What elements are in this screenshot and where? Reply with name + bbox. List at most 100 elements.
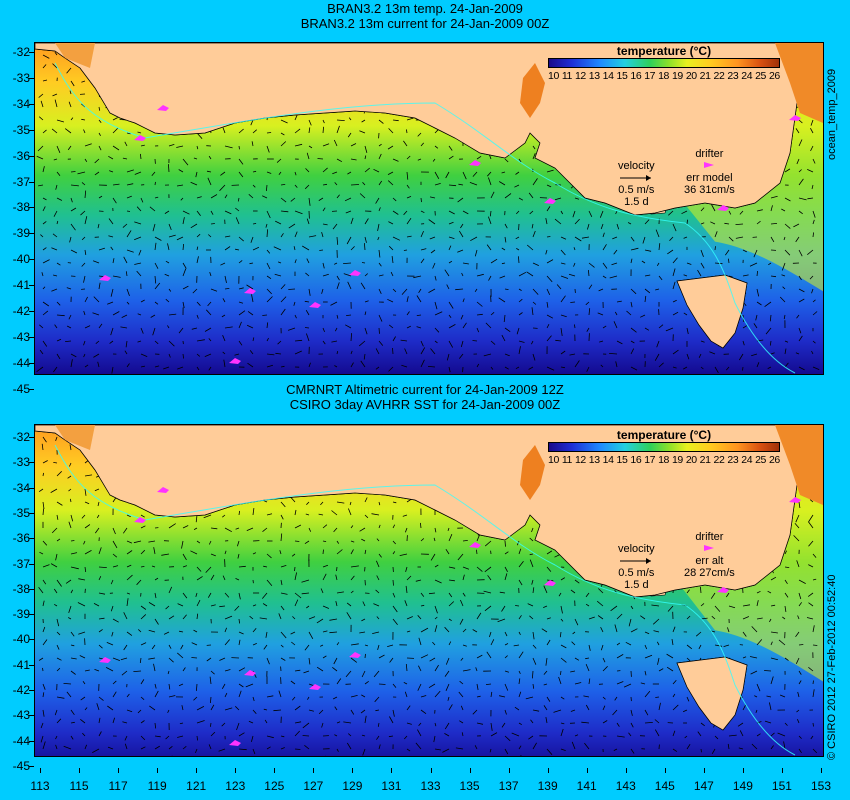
current-arrow <box>126 540 133 544</box>
current-arrow <box>42 564 50 568</box>
current-arrow <box>458 230 464 238</box>
current-arrow <box>797 719 800 724</box>
current-arrow <box>280 514 284 520</box>
current-arrow <box>777 732 786 737</box>
err-label: err model <box>686 172 733 184</box>
current-arrow <box>429 236 436 240</box>
current-arrow <box>781 262 786 271</box>
current-arrow <box>588 308 591 316</box>
map-panel-model <box>34 42 824 375</box>
current-arrow <box>65 579 72 584</box>
current-arrow <box>741 755 742 756</box>
current-arrow <box>616 722 620 727</box>
y-tick-label: -45 <box>12 758 30 773</box>
current-arrow <box>140 679 145 685</box>
current-arrow <box>560 295 566 303</box>
current-arrow <box>770 352 775 355</box>
current-arrow <box>362 748 366 756</box>
current-arrow <box>266 145 270 153</box>
current-arrow <box>487 575 492 581</box>
current-arrow <box>448 704 453 711</box>
drifter-legend: drifter err model 36 31cm/s <box>684 148 735 196</box>
current-arrow <box>252 604 257 607</box>
current-arrow <box>658 668 664 672</box>
current-arrow <box>392 618 398 625</box>
current-arrow <box>585 704 590 711</box>
current-arrow <box>364 155 367 160</box>
current-arrow <box>252 696 255 702</box>
current-arrow <box>681 210 688 215</box>
current-arrow <box>401 288 408 295</box>
current-arrow <box>42 247 47 251</box>
current-arrow <box>378 744 381 750</box>
current-arrow <box>434 275 437 281</box>
current-arrow <box>700 207 705 212</box>
current-arrow <box>280 119 288 124</box>
current-arrow <box>609 353 618 355</box>
current-arrow <box>807 521 814 529</box>
current-arrow <box>81 80 86 83</box>
current-arrow <box>560 644 567 649</box>
current-arrow <box>376 616 380 620</box>
current-arrow <box>210 722 212 727</box>
current-arrow <box>448 236 455 239</box>
current-arrow <box>42 579 47 585</box>
current-arrow <box>672 748 678 752</box>
current-arrow <box>161 553 170 556</box>
current-arrow <box>755 314 758 321</box>
colorbar-tick-label: 20 <box>685 454 697 466</box>
current-arrow <box>434 183 441 186</box>
current-arrow <box>378 524 381 529</box>
colorbar-tick-label: 25 <box>755 454 766 466</box>
current-arrow <box>182 210 190 215</box>
current-arrow <box>305 309 310 316</box>
current-arrow <box>651 604 660 607</box>
current-arrow <box>655 696 660 698</box>
current-arrow <box>448 210 455 215</box>
current-arrow <box>501 171 506 174</box>
current-arrow <box>641 260 646 264</box>
current-arrow <box>252 709 257 715</box>
current-arrow <box>812 722 814 727</box>
current-arrow <box>616 340 623 345</box>
current-arrow <box>518 197 524 201</box>
current-arrow <box>224 194 228 199</box>
current-arrow <box>810 128 814 134</box>
current-arrow <box>206 657 212 662</box>
current-arrow <box>288 223 296 229</box>
current-arrow <box>378 153 382 160</box>
current-arrow <box>182 217 185 225</box>
current-arrow <box>574 682 582 685</box>
current-arrow <box>541 628 548 633</box>
current-arrow <box>224 275 227 283</box>
current-arrow <box>81 118 86 121</box>
current-arrow <box>98 717 101 724</box>
current-arrow <box>112 117 118 121</box>
current-arrow <box>321 231 324 238</box>
x-tick-label: 113 <box>30 779 50 793</box>
current-arrow <box>196 145 199 150</box>
current-arrow <box>812 210 816 218</box>
current-arrow <box>266 249 271 254</box>
current-arrow <box>42 639 48 646</box>
current-arrow <box>572 631 576 635</box>
current-arrow <box>418 288 422 294</box>
current-arrow <box>656 262 660 267</box>
current-arrow <box>794 522 800 529</box>
current-arrow <box>40 100 44 108</box>
current-arrow <box>148 540 156 543</box>
current-arrow <box>349 501 352 506</box>
current-arrow <box>644 288 651 294</box>
current-arrow <box>406 184 410 189</box>
current-arrow <box>611 262 618 266</box>
current-arrow <box>406 498 412 503</box>
current-arrow <box>598 288 604 292</box>
current-arrow <box>474 288 478 293</box>
current-arrow <box>770 576 777 581</box>
current-arrow <box>150 314 156 318</box>
current-arrow <box>658 243 661 251</box>
current-arrow <box>275 352 282 355</box>
current-arrow <box>515 236 520 240</box>
current-arrow <box>42 692 45 698</box>
current-arrow <box>350 709 355 715</box>
